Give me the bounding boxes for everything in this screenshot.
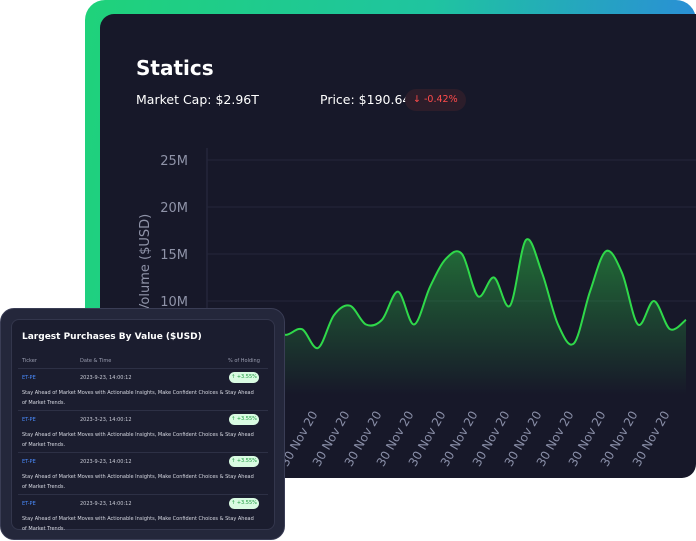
date-time: 2023-3-23, 14:00:12: [80, 417, 132, 423]
table-row: ET-PE 2023-9-23, 14:00:12 ↑ +3.55% Stay Ahe…: [18, 452, 268, 495]
description: Stay Ahead of Market Moves with Actionab…: [22, 474, 254, 490]
y-tick-label: 25M: [160, 154, 188, 169]
holding-value: +3.55%: [236, 416, 257, 422]
date-time: 2023-9-23, 14:00:12: [80, 375, 132, 381]
holding-badge: ↑ +3.55%: [229, 414, 259, 425]
date-time: 2023-9-23, 14:00:12: [80, 459, 132, 465]
card-title: Largest Purchases By Value ($USD): [22, 332, 202, 342]
holding-badge: ↑ +3.55%: [229, 456, 259, 467]
description: Stay Ahead of Market Moves with Actionab…: [22, 432, 254, 448]
holding-badge: ↑ +3.55%: [229, 498, 259, 509]
table-row: ET-PE 2023-3-23, 14:00:12 ↑ +3.55% Stay Ahe…: [18, 410, 268, 453]
holding-value: +3.55%: [236, 374, 257, 380]
ticker: ET-PE: [22, 375, 36, 381]
holding-value: +3.55%: [236, 500, 257, 506]
ticker: ET-PE: [22, 501, 36, 507]
market-cap: Market Cap: $2.96T: [136, 92, 259, 107]
column-header: % of Holding: [228, 358, 260, 364]
change-value: -0.42%: [423, 94, 458, 105]
y-tick-label: 20M: [160, 201, 188, 216]
price: Price: $190.64: [320, 92, 411, 107]
holding-value: +3.55%: [236, 458, 257, 464]
column-header: Date & Time: [80, 358, 112, 364]
ticker: ET-PE: [22, 459, 36, 465]
date-time: 2023-9-23, 14:00:12: [80, 501, 132, 507]
description: Stay Ahead of Market Moves with Actionab…: [22, 516, 254, 532]
table-row: ET-PE 2023-9-23, 14:00:12 ↑ +3.55% Stay Ahe…: [18, 494, 268, 537]
holding-badge: ↑ +3.55%: [229, 372, 259, 383]
purchases-card: Largest Purchases By Value ($USD) Ticker…: [0, 308, 285, 540]
column-header: Ticker: [22, 358, 37, 364]
description: Stay Ahead of Market Moves with Actionab…: [22, 390, 254, 406]
ticker: ET-PE: [22, 417, 36, 423]
y-tick-label: 15M: [160, 248, 188, 263]
change-badge: ↓ -0.42%: [405, 89, 466, 111]
table-row: ET-PE 2023-9-23, 14:00:12 ↑ +3.55% Stay Ahe…: [18, 368, 268, 411]
purchases-panel: Largest Purchases By Value ($USD) Ticker…: [11, 319, 275, 532]
area: [190, 239, 686, 395]
y-tick-label: 10M: [160, 295, 188, 310]
title: Statics: [136, 56, 214, 80]
